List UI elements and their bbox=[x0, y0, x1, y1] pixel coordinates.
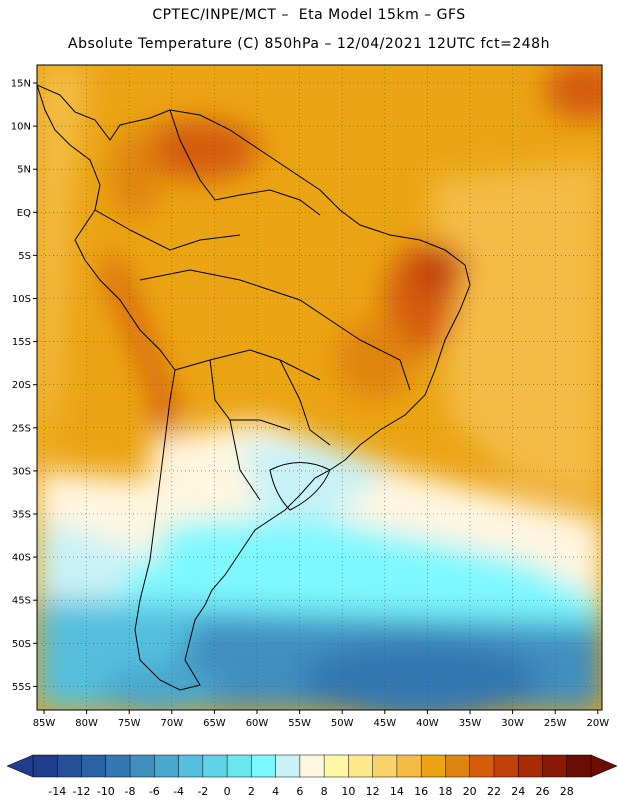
lon-label: 65W bbox=[203, 718, 226, 729]
colorbar-swatch bbox=[129, 754, 155, 778]
longitude-labels: 85W 80W 75W 70W 65W 60W 55W 50W 45W 40W 35W 30W 25W 2… bbox=[33, 710, 609, 729]
colorbar-swatch bbox=[420, 754, 446, 778]
colorbar-swatch bbox=[299, 754, 325, 778]
colorbar-swatch bbox=[348, 754, 374, 778]
lat-label: EQ bbox=[17, 208, 31, 219]
lon-label: 25W bbox=[544, 718, 567, 729]
colorbar-label: 26 bbox=[535, 785, 549, 798]
colorbar-swatch bbox=[178, 754, 204, 778]
lat-label: 15S bbox=[12, 337, 31, 348]
lon-label: 75W bbox=[118, 718, 141, 729]
colorbar-label: 8 bbox=[321, 785, 328, 798]
colorbar-label: 16 bbox=[414, 785, 428, 798]
colorbar-label: 24 bbox=[511, 785, 525, 798]
colorbar-swatch bbox=[202, 754, 228, 778]
lon-label: 60W bbox=[246, 718, 269, 729]
lon-label: 20W bbox=[586, 718, 609, 729]
colorbar-label: 14 bbox=[390, 785, 404, 798]
colorbar-swatch bbox=[323, 754, 349, 778]
lon-label: 80W bbox=[75, 718, 98, 729]
lat-label: 35S bbox=[12, 510, 31, 521]
lat-label: 15N bbox=[11, 79, 31, 90]
colorbar-label: -6 bbox=[149, 785, 160, 798]
map-frame bbox=[36, 64, 603, 711]
colorbar-label: 22 bbox=[487, 785, 501, 798]
latitude-labels: 15N 10N 5N EQ 5S 10S 15S 20S 25S 30S 35S 40S 45S 50S 5… bbox=[11, 79, 37, 693]
lat-label: 55S bbox=[12, 682, 31, 693]
lat-label: 10S bbox=[12, 294, 31, 305]
colorbar-swatch bbox=[105, 754, 131, 778]
coastlines bbox=[37, 84, 471, 691]
colorbar-swatch bbox=[154, 754, 180, 778]
colorbar-swatch bbox=[372, 754, 398, 778]
lon-label: 70W bbox=[160, 718, 183, 729]
lat-label: 45S bbox=[12, 596, 31, 607]
colorbar-swatch bbox=[517, 754, 544, 778]
colorbar-label: 2 bbox=[248, 785, 255, 798]
lon-label: 35W bbox=[459, 718, 482, 729]
temperature-field bbox=[37, 65, 602, 710]
lat-label: 30S bbox=[12, 466, 31, 477]
colorbar-label: -14 bbox=[48, 785, 66, 798]
colorbar-swatch bbox=[566, 754, 592, 778]
lat-label: 40S bbox=[12, 553, 31, 564]
colorbar-label: 20 bbox=[463, 785, 477, 798]
colorbar-label: 4 bbox=[272, 785, 279, 798]
colorbar-min-arrow bbox=[6, 754, 34, 778]
colorbar-swatch bbox=[81, 754, 107, 778]
map-subtitle: Absolute Temperature (C) 850hPa – 12/04/… bbox=[68, 36, 550, 52]
colorbar-label: 10 bbox=[341, 785, 355, 798]
map-title: CPTEC/INPE/MCT – Eta Model 15km – GFS bbox=[152, 7, 466, 23]
lat-label: 5S bbox=[18, 251, 31, 262]
lon-label: 55W bbox=[288, 718, 311, 729]
colorbar-label: 6 bbox=[296, 785, 303, 798]
colorbar-swatch bbox=[396, 754, 422, 778]
colorbar-label: -10 bbox=[97, 785, 115, 798]
lat-label: 25S bbox=[12, 423, 31, 434]
colorbar-label: -8 bbox=[125, 785, 136, 798]
lon-label: 30W bbox=[501, 718, 524, 729]
colorbar-swatch bbox=[226, 754, 252, 778]
colorbar-swatch bbox=[32, 754, 58, 778]
lon-label: 45W bbox=[373, 718, 396, 729]
colorbar-swatch bbox=[493, 754, 519, 778]
lat-label: 5N bbox=[17, 165, 31, 176]
colorbar-label: 12 bbox=[366, 785, 380, 798]
colorbar-swatch bbox=[445, 754, 471, 778]
colorbar-max-arrow bbox=[590, 754, 618, 778]
colorbar: -14 -12 -10 -8 -6 -4 -2 0 2 4 6 8 10 12 14 16 18 20 22 24 26… bbox=[6, 754, 618, 798]
lon-label: 85W bbox=[33, 718, 56, 729]
colorbar-label: -2 bbox=[197, 785, 208, 798]
colorbar-swatch bbox=[542, 754, 568, 778]
colorbar-label: -12 bbox=[73, 785, 91, 798]
lon-label: 40W bbox=[416, 718, 439, 729]
lat-label: 10N bbox=[11, 122, 31, 133]
colorbar-swatch bbox=[275, 754, 301, 778]
colorbar-swatch bbox=[251, 754, 277, 778]
colorbar-label: 0 bbox=[224, 785, 231, 798]
colorbar-swatch bbox=[469, 754, 495, 778]
lon-label: 50W bbox=[331, 718, 354, 729]
colorbar-label: 28 bbox=[560, 785, 574, 798]
colorbar-label: 18 bbox=[438, 785, 452, 798]
colorbar-label: -4 bbox=[173, 785, 184, 798]
colorbar-swatch bbox=[57, 754, 83, 778]
lat-label: 50S bbox=[12, 639, 31, 650]
lat-label: 20S bbox=[12, 380, 31, 391]
